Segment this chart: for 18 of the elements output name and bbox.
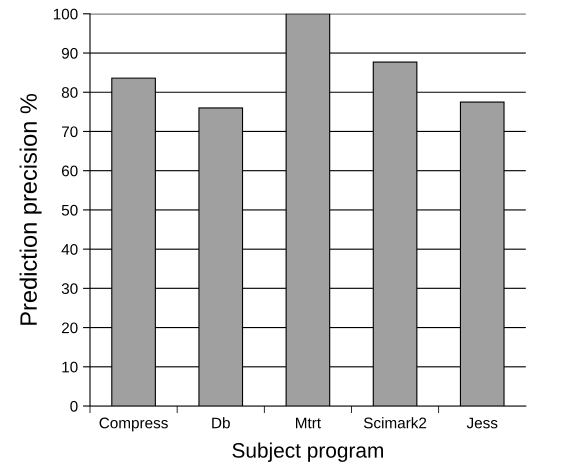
x-tick-label: Db [212, 417, 230, 428]
x-tick-label: Mtrt [296, 418, 321, 428]
y-tick-label: 10 [62, 362, 78, 372]
x-tick-label: Jess [466, 418, 498, 428]
y-tick-label: 0 [70, 400, 78, 412]
x-tick-label: Scimark2 [364, 417, 426, 428]
y-tick-label: 20 [62, 322, 78, 334]
y-tick-label: 90 [62, 48, 78, 59]
y-tick-label: 80 [62, 87, 78, 98]
y-tick-label: 30 [62, 283, 78, 294]
y-axis-title: Prediction precision % [20, 94, 42, 325]
y-tick-label: 70 [62, 126, 78, 138]
y-tick-label: 40 [62, 244, 78, 255]
y-tick-label: 50 [62, 204, 78, 216]
x-axis-title: Subject program [232, 442, 383, 462]
y-tick-label: 60 [62, 166, 78, 176]
y-tick-label: 100 [54, 8, 78, 20]
x-tick-label: Compress [100, 418, 168, 432]
